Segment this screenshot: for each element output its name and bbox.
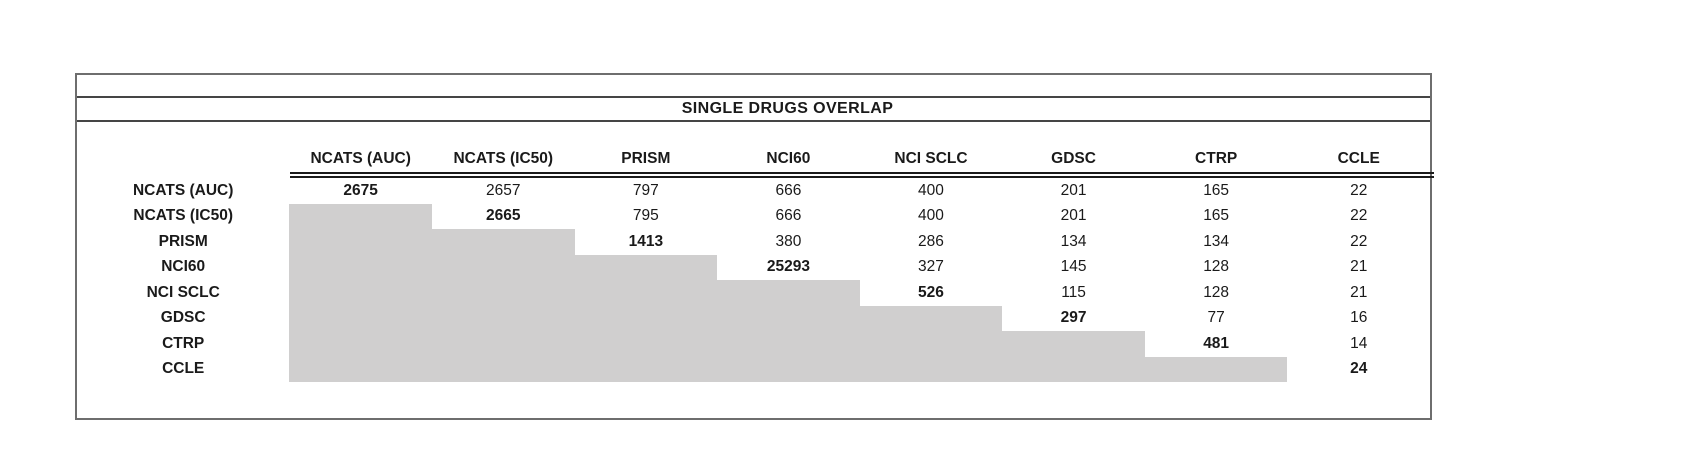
row-header-gdsc: GDSC [160,309,206,327]
col-header-ccle: CCLE [1337,150,1380,167]
matrix-row-prism: PRISM 1413 380 286 134 134 22 [77,229,1430,255]
matrix-cell: 165 [1203,181,1230,199]
matrix-cell: 25293 [766,258,810,276]
matrix-cell-shaded [289,203,432,229]
col-header-nci60: NCI60 [766,150,811,167]
matrix-cell: 14 [1350,334,1368,352]
matrix-cell: 134 [1203,232,1230,250]
matrix-cell-shaded [289,331,432,357]
matrix-cell-shaded [574,356,718,382]
matrix-cell-shaded [431,229,575,255]
matrix-cell: 22 [1350,207,1368,225]
matrix-cell-shaded [717,331,860,357]
matrix-cell-shaded [289,254,432,280]
col-header-ncats-ic50: NCATS (IC50) [453,150,554,167]
row-header-ncats-auc: NCATS (AUC) [132,181,234,199]
matrix-cell-shaded [431,356,575,382]
matrix-cell-shaded [1002,356,1145,382]
matrix-cell-shaded [431,254,575,280]
matrix-cell: 1413 [628,232,664,250]
matrix-cell-shaded [431,331,575,357]
matrix-cell-shaded [717,280,860,306]
row-header-ncats-ic50: NCATS (IC50) [133,207,233,225]
matrix-cell-shaded [574,254,718,280]
col-header-ctrp: CTRP [1195,150,1238,167]
row-header-nci60: NCI60 [161,258,206,276]
matrix-row-ctrp: CTRP 481 14 [77,331,1430,357]
table-title-row: SINGLE DRUGS OVERLAP [77,98,1430,122]
matrix-cell: 481 [1203,334,1230,352]
table-title: SINGLE DRUGS OVERLAP [681,100,894,117]
matrix-row-ncats-ic50: NCATS (IC50) 2665 795 666 400 201 165 22 [77,203,1430,229]
col-header-gdsc: GDSC [1051,150,1096,167]
column-header-row: NCATS (AUC) NCATS (IC50) PRISM NCI60 NCI… [77,122,1430,172]
matrix-cell-shaded [717,356,860,382]
matrix-cell: 526 [918,283,944,301]
matrix-cell: 21 [1350,283,1368,301]
matrix-cell: 16 [1350,309,1368,327]
matrix-cell: 201 [1060,181,1087,199]
matrix-cell: 797 [632,181,659,199]
matrix-cell: 286 [918,232,944,250]
matrix-cell: 380 [775,232,802,250]
header-double-underline [290,172,1434,178]
matrix-cell-shaded [717,305,860,331]
matrix-cell: 795 [632,207,659,225]
matrix-row-ncats-auc: NCATS (AUC) 2675 2657 797 666 400 201 16… [77,178,1430,204]
matrix-cell: 666 [775,181,802,199]
matrix-cell: 22 [1350,181,1368,199]
matrix-cell-shaded [574,331,718,357]
matrix-cell: 666 [775,207,802,225]
overlap-matrix: NCATS (AUC) NCATS (IC50) PRISM NCI60 NCI… [77,122,1434,382]
matrix-cell-shaded [1144,356,1288,382]
matrix-row-ccle: CCLE 24 [77,356,1430,382]
single-drugs-overlap-table: SINGLE DRUGS OVERLAP NCATS (AUC) NCATS (… [75,73,1434,420]
matrix-cell: 2657 [486,181,521,199]
matrix-cell: 77 [1207,309,1225,327]
matrix-cell-shaded [859,331,1003,357]
matrix-cell: 400 [918,181,944,199]
col-header-prism: PRISM [621,150,671,167]
matrix-cell: 22 [1350,232,1368,250]
row-header-ccle: CCLE [162,360,205,378]
matrix-cell-shaded [289,305,432,331]
matrix-cell: 2665 [486,207,521,225]
col-header-ncats-auc: NCATS (AUC) [310,150,411,167]
matrix-cell: 128 [1203,283,1230,301]
matrix-cell: 24 [1350,360,1368,378]
matrix-cell-shaded [431,280,575,306]
matrix-cell: 165 [1203,207,1230,225]
matrix-cell-shaded [1002,331,1145,357]
col-header-nci-sclc: NCI SCLC [894,150,968,167]
matrix-cell-shaded [431,305,575,331]
matrix-cell-shaded [859,356,1003,382]
matrix-cell: 297 [1060,309,1087,327]
matrix-cell: 145 [1060,258,1087,276]
matrix-cell: 134 [1060,232,1087,250]
matrix-cell-shaded [574,280,718,306]
matrix-cell-shaded [289,280,432,306]
matrix-row-gdsc: GDSC 297 77 16 [77,305,1430,331]
matrix-cell: 2675 [343,181,378,199]
matrix-cell-shaded [859,305,1003,331]
top-empty-strip [77,75,1430,98]
matrix-cell: 115 [1061,283,1086,301]
matrix-cell-shaded [289,356,432,382]
matrix-row-nci60: NCI60 25293 327 145 128 21 [77,254,1430,280]
row-header-nci-sclc: NCI SCLC [146,283,220,301]
matrix-cell: 128 [1203,258,1230,276]
row-header-ctrp: CTRP [162,334,205,352]
matrix-cell: 400 [918,207,944,225]
matrix-row-nci-sclc: NCI SCLC 526 115 128 21 [77,280,1430,306]
matrix-cell: 327 [918,258,944,276]
row-header-prism: PRISM [158,232,208,250]
matrix-cell: 21 [1350,258,1368,276]
matrix-cell-shaded [574,305,718,331]
matrix-cell-shaded [289,229,432,255]
matrix-cell: 201 [1060,207,1087,225]
